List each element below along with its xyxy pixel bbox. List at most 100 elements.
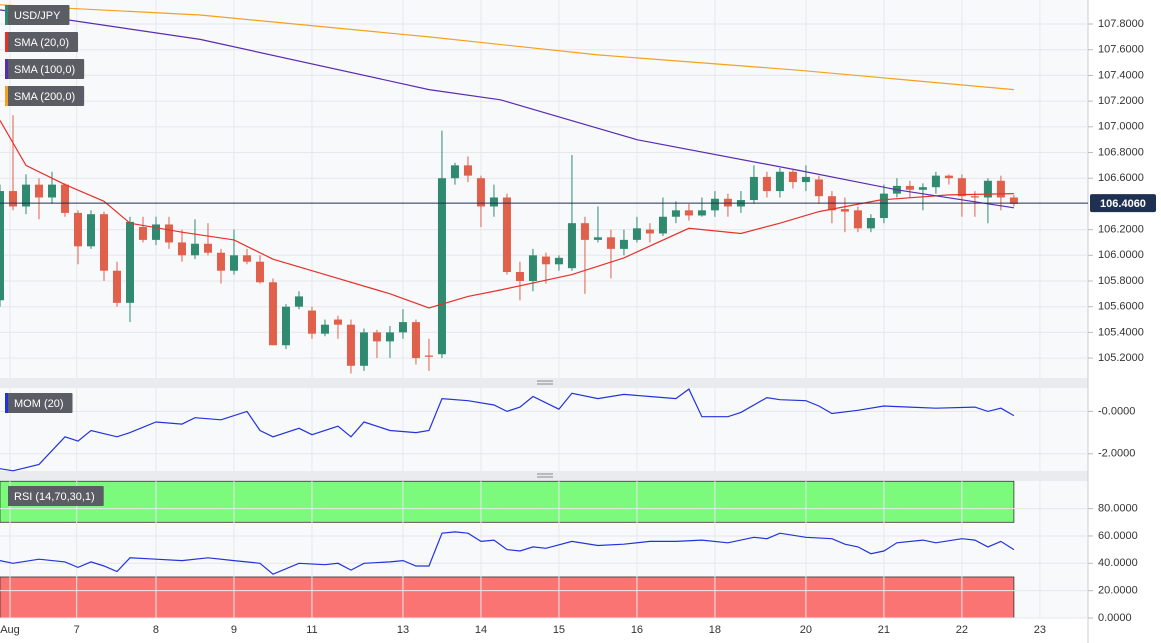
x-tick-label: 11 [306, 624, 317, 636]
legend-swatch [5, 32, 8, 52]
series-line [0, 4, 1014, 91]
legend-swatch [5, 486, 8, 506]
candle-body [788, 171, 797, 183]
candle-body [203, 243, 212, 253]
price-label: 106.4060 [1100, 198, 1146, 210]
y-tick-label: 105.4000 [1098, 326, 1144, 338]
candle-body [723, 198, 732, 207]
x-tick-label: 15 [553, 624, 565, 636]
candle-body [333, 319, 342, 325]
x-tick-label: 18 [709, 624, 721, 636]
candle-body [853, 210, 862, 229]
candle-body [697, 210, 706, 216]
candle-body [125, 221, 134, 303]
candle-body [801, 176, 810, 183]
candle-body [216, 252, 225, 271]
rsi-band [0, 480, 1015, 523]
candle-body [684, 210, 693, 216]
candle-body [606, 237, 615, 249]
candle-body [138, 227, 147, 240]
candle-body [957, 178, 966, 197]
candle-body [450, 165, 459, 179]
candle-body [931, 175, 940, 188]
y-tick-label: 20.0000 [1098, 585, 1138, 597]
panel-divider[interactable] [0, 471, 1088, 481]
candle-body [866, 218, 875, 229]
y-tick-label: -2.0000 [1098, 448, 1135, 460]
panel-divider[interactable] [0, 378, 1088, 388]
candle-body [359, 332, 368, 366]
x-tick-label: 22 [956, 624, 968, 636]
candle-body [372, 332, 381, 342]
candle-body [346, 324, 355, 366]
y-tick-label: -0.0000 [1098, 405, 1135, 417]
x-tick-label: 9 [231, 624, 237, 636]
candle-body [8, 191, 17, 207]
legend-label: RSI (14,70,30,1) [14, 491, 95, 503]
candle-body [775, 171, 784, 192]
rsi-band [0, 576, 1015, 619]
y-tick-label: 105.8000 [1098, 275, 1144, 287]
y-tick-label: 107.8000 [1098, 18, 1144, 30]
candle-body [190, 243, 199, 256]
candle-body [476, 178, 485, 207]
legend-swatch [5, 59, 8, 79]
candle-body [554, 257, 563, 265]
y-tick-label: 107.4000 [1098, 69, 1144, 81]
y-tick-label: 40.0000 [1098, 557, 1138, 569]
y-tick-label: 0.0000 [1098, 612, 1132, 624]
candle-body [528, 255, 537, 281]
candle-body [281, 306, 290, 346]
legend-swatch [5, 86, 8, 106]
candle-body [1009, 197, 1018, 204]
y-tick-label: 60.0000 [1098, 530, 1138, 542]
candle-body [437, 178, 446, 355]
candle-body [255, 261, 264, 283]
x-tick-label: 14 [475, 624, 487, 636]
y-tick-label: 105.2000 [1098, 352, 1144, 364]
candle-body [112, 270, 121, 303]
legend-label: USD/JPY [14, 10, 61, 22]
candle-body [918, 187, 927, 190]
legend-swatch [5, 393, 8, 413]
legend-label: SMA (200,0) [14, 91, 75, 103]
candle-body [580, 223, 589, 240]
legend-swatch [5, 5, 8, 25]
candle-body [385, 332, 394, 342]
x-tick-label: 13 [397, 624, 409, 636]
y-tick-label: 80.0000 [1098, 503, 1138, 515]
legend-box [5, 59, 85, 79]
x-tick-label: 8 [153, 624, 159, 636]
candle-body [814, 179, 823, 197]
candle-body [749, 176, 758, 201]
price-tag [1090, 194, 1156, 213]
candle-body [944, 175, 953, 179]
y-tick-label: 107.0000 [1098, 121, 1144, 133]
candle-body [619, 239, 628, 249]
candle-body [60, 184, 69, 213]
y-tick-label: 105.6000 [1098, 301, 1144, 313]
legend-box [5, 86, 85, 106]
candle-body [424, 355, 433, 357]
candle-body [268, 282, 277, 346]
candle-body [905, 185, 914, 190]
candle-body [710, 198, 719, 211]
candle-body [99, 214, 108, 271]
y-tick-label: 106.2000 [1098, 224, 1144, 236]
candle-body [983, 180, 992, 198]
candle-body [489, 197, 498, 207]
y-tick-label: 107.2000 [1098, 95, 1144, 107]
candle-body [632, 228, 641, 240]
legend-box [5, 32, 79, 52]
y-tick-label: 106.0000 [1098, 249, 1144, 261]
candle-body [21, 184, 30, 207]
candle-body [996, 180, 1005, 198]
candle-body [463, 165, 472, 176]
x-tick-label: 21 [878, 624, 890, 636]
candle-body [411, 322, 420, 359]
candle-body [671, 210, 680, 217]
candle-body [541, 256, 550, 265]
candle-body [840, 209, 849, 212]
candle-body [879, 193, 888, 219]
candle-body [398, 322, 407, 333]
